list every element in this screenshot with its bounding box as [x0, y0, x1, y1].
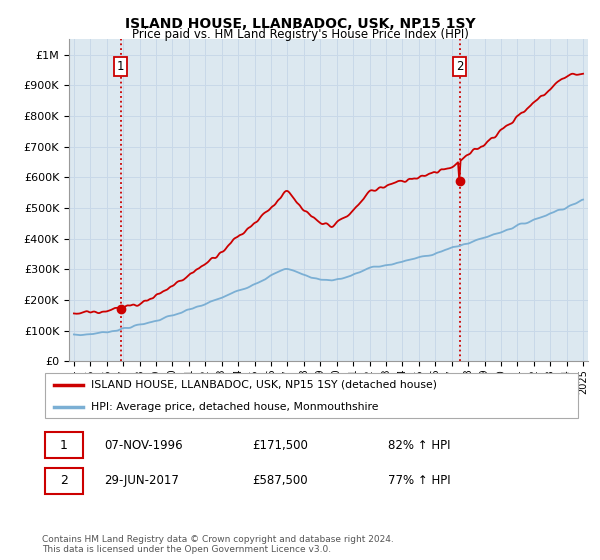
Text: 1: 1 — [59, 439, 68, 452]
Text: 77% ↑ HPI: 77% ↑ HPI — [388, 474, 450, 487]
Text: Contains HM Land Registry data © Crown copyright and database right 2024.
This d: Contains HM Land Registry data © Crown c… — [42, 535, 394, 554]
FancyBboxPatch shape — [45, 432, 83, 458]
Text: ISLAND HOUSE, LLANBADOC, USK, NP15 1SY (detached house): ISLAND HOUSE, LLANBADOC, USK, NP15 1SY (… — [91, 380, 437, 390]
Text: ISLAND HOUSE, LLANBADOC, USK, NP15 1SY: ISLAND HOUSE, LLANBADOC, USK, NP15 1SY — [125, 17, 475, 31]
Text: 07-NOV-1996: 07-NOV-1996 — [104, 439, 183, 452]
Text: 29-JUN-2017: 29-JUN-2017 — [104, 474, 179, 487]
Text: HPI: Average price, detached house, Monmouthshire: HPI: Average price, detached house, Monm… — [91, 402, 378, 412]
Text: 2: 2 — [456, 60, 463, 73]
FancyBboxPatch shape — [45, 373, 578, 418]
Text: £171,500: £171,500 — [253, 439, 308, 452]
FancyBboxPatch shape — [45, 468, 83, 494]
Text: Price paid vs. HM Land Registry's House Price Index (HPI): Price paid vs. HM Land Registry's House … — [131, 28, 469, 41]
Text: 1: 1 — [117, 60, 124, 73]
Text: 2: 2 — [59, 474, 68, 487]
Text: 82% ↑ HPI: 82% ↑ HPI — [388, 439, 450, 452]
Text: £587,500: £587,500 — [253, 474, 308, 487]
